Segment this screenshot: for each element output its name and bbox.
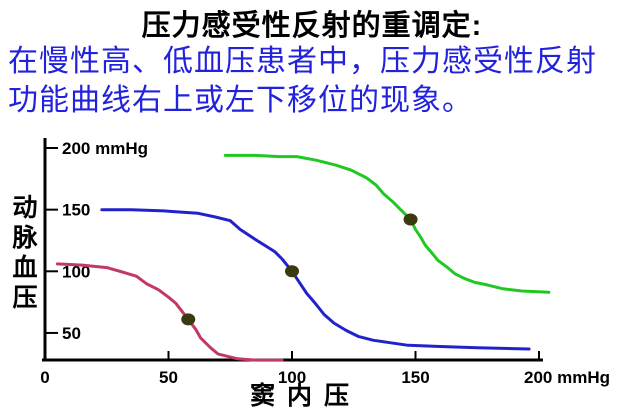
y-tick-label: 100 — [62, 262, 90, 281]
x-tick-label: 150 — [401, 368, 429, 387]
x-tick-label: 100 — [278, 368, 306, 387]
y-tick-label: 150 — [62, 201, 90, 220]
intro-text: 在慢性高、低血压患者中，压力感受性反射 功能曲线右上或左下移位的现象。 — [8, 42, 620, 120]
baroreflex-chart: 200 mmHg 150 100 50 0 50 100 150 200 mmHg — [40, 138, 610, 387]
page-title: 压力感受性反射的重调定: — [141, 10, 483, 42]
intro-line-2: 功能曲线右上或左下移位的现象。 — [8, 83, 473, 118]
x-tick-label: 50 — [159, 368, 178, 387]
y-tick-label: 50 — [62, 324, 81, 343]
set-point-dot-green-curve-right-shifted — [403, 213, 418, 226]
set-point-dot-pink-curve-left-shifted — [181, 313, 196, 326]
curve-pink-curve-left-shifted — [55, 262, 284, 362]
set-point-dot-blue-curve-normal — [285, 265, 299, 278]
x-tick-label: 200 mmHg — [524, 368, 610, 387]
x-axis-label: 窦内压 — [250, 381, 362, 410]
curve-green-curve-right-shifted — [223, 153, 551, 294]
x-tick-label: 0 — [40, 368, 49, 387]
y-axis-label: 动脉血压 — [9, 194, 38, 314]
curve-blue-curve-normal — [100, 208, 531, 351]
y-tick-label: 200 mmHg — [62, 139, 148, 158]
intro-line-1: 在慢性高、低血压患者中，压力感受性反射 — [8, 44, 597, 79]
